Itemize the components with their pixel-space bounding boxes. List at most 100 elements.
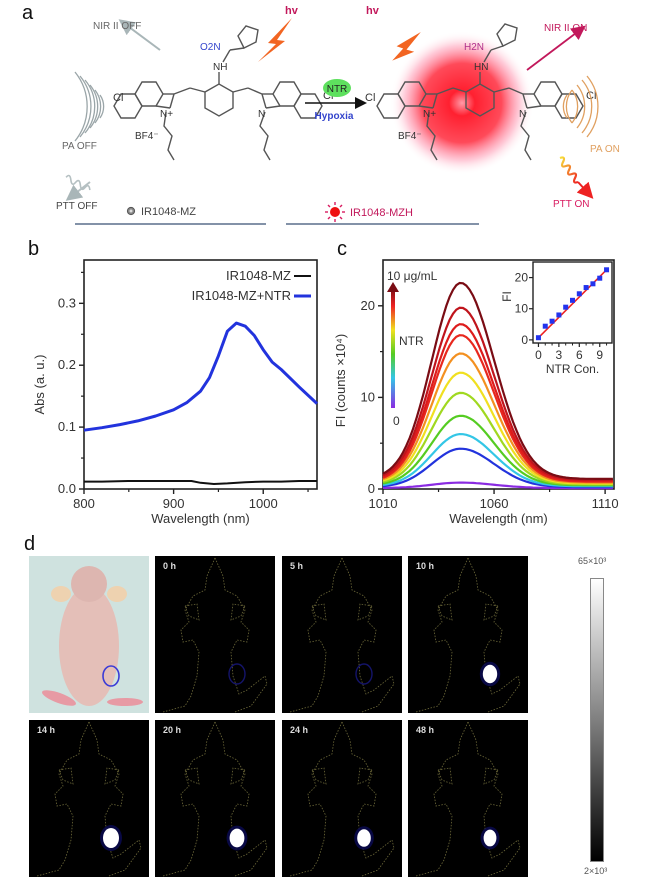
- nitro-group-label: O2N: [200, 42, 221, 53]
- fluorescence-image: 0 h: [155, 556, 275, 713]
- nir-on-arrow: [526, 25, 586, 71]
- on-state-sun-icon: [325, 202, 345, 222]
- ntr-pill: [323, 79, 351, 97]
- inset-data-point: [583, 285, 589, 291]
- y-axis-label: Abs (a. u.): [32, 355, 47, 415]
- mouse-outline: [162, 557, 268, 713]
- ntr-max-label: 10 μg/mL: [387, 269, 438, 283]
- inset-data-point: [563, 304, 569, 310]
- inset-data-point: [542, 323, 548, 329]
- inset-y-tick-label: 10: [515, 302, 529, 316]
- inset-data-point: [604, 267, 610, 273]
- inset-data-point: [597, 275, 603, 281]
- pa-on-label: PA ON: [590, 144, 620, 155]
- inset-data-point: [576, 291, 582, 297]
- fluorescence-glow: [390, 31, 534, 175]
- ptt-on-wave: [559, 156, 579, 184]
- y-tick-label: 10: [361, 389, 375, 404]
- y-tick-label: 0: [368, 481, 375, 496]
- ptt-off-wave: [65, 174, 91, 191]
- mouse-outline: [36, 721, 142, 877]
- inset-x-tick-label: 6: [576, 348, 583, 362]
- x-axis-label: Wavelength (nm): [449, 511, 548, 526]
- tumor-signal: [103, 828, 119, 848]
- mouse-outline: [289, 557, 395, 713]
- inset-data-point: [590, 281, 596, 287]
- y-tick-label: 0.0: [58, 481, 76, 496]
- counterion-label: BF4⁻: [398, 131, 422, 142]
- inset-x-tick-label: 0: [535, 348, 542, 362]
- colorbar-min-label: 2×10³: [584, 866, 608, 876]
- inset-y-tick-label: 20: [515, 271, 529, 285]
- spectrum-line: [382, 281, 613, 480]
- x-tick-label: 1000: [249, 496, 278, 511]
- molecule-ir1048-mz: [113, 25, 323, 161]
- nir-off-label: NIR II OFF: [93, 21, 141, 32]
- time-label: 24 h: [290, 725, 309, 735]
- condition-label: Hypoxia: [315, 111, 354, 122]
- series-line-ir1048-mz: [84, 480, 317, 485]
- time-label: 20 h: [163, 725, 182, 735]
- mouse-photo: [29, 556, 149, 713]
- compound-label-left: IR1048-MZ: [141, 206, 196, 218]
- legend-label: IR1048-MZ: [226, 268, 291, 283]
- panel-label-d: d: [24, 533, 36, 555]
- absorbance-chart: 800 900 1000 0.0 0.1 0.2 0.3 Wavelength (nm) Abs…: [32, 259, 319, 526]
- hn-label: HN: [474, 62, 488, 73]
- inset-fit-line: [537, 269, 608, 339]
- fluorescence-image: 48 h: [408, 720, 528, 877]
- x-tick-label: 800: [73, 496, 95, 511]
- panel-label-a: a: [22, 2, 34, 24]
- n-plus-label: N+: [160, 109, 173, 120]
- tumor-region: [228, 663, 246, 685]
- colorbar-max-label: 65×10³: [578, 556, 607, 566]
- chlorine-label-right: Cl: [586, 90, 596, 102]
- mouse-photo-drawing: [41, 566, 143, 706]
- inset-data-point: [549, 318, 555, 324]
- nir-on-label: NIR II ON: [544, 23, 587, 34]
- inset-x-tick-label: 3: [556, 348, 563, 362]
- inset-x-tick-label: 9: [596, 348, 603, 362]
- fluorescence-image: 5 h: [282, 556, 402, 713]
- ntr-min-label: 0: [393, 414, 400, 428]
- inset-y-axis-label: FI: [500, 291, 514, 302]
- x-tick-label: 1110: [592, 496, 619, 511]
- ptt-on-arrow: [576, 181, 594, 199]
- n-label: N: [258, 109, 265, 120]
- amino-group-label: H2N: [464, 42, 484, 53]
- y-axis-label: FI (counts ×10⁴): [333, 334, 348, 427]
- mouse-outline: [415, 557, 521, 713]
- enzyme-label: NTR: [327, 84, 348, 95]
- counterion-label: BF4⁻: [135, 131, 159, 142]
- x-axis-label: Wavelength (nm): [151, 511, 250, 526]
- pa-off-label: PA OFF: [62, 141, 97, 152]
- off-state-dot-center: [129, 209, 133, 213]
- fluorescence-image: 24 h: [282, 720, 402, 877]
- ntr-gradient-arrow: [391, 288, 395, 408]
- time-label: 14 h: [37, 725, 56, 735]
- intensity-colorbar: [590, 578, 604, 862]
- inset-data-point: [535, 335, 541, 341]
- inset-data-point: [570, 297, 575, 303]
- mouse-outline: [415, 721, 521, 877]
- ptt-off-label: PTT OFF: [56, 201, 97, 212]
- tumor-region: [355, 663, 373, 685]
- fluorescence-image: 10 h: [408, 556, 528, 713]
- nh-label: NH: [213, 62, 227, 73]
- fluorescence-image: 20 h: [155, 720, 275, 877]
- time-label: 5 h: [290, 561, 304, 571]
- chlorine-label-right: Cl: [323, 90, 333, 102]
- ntr-arrowhead-icon: [387, 282, 399, 292]
- time-label: 0 h: [163, 561, 177, 571]
- nir-off-arrow: [118, 19, 161, 51]
- y-tick-label: 0.2: [58, 357, 76, 372]
- light-bolt-icon: [258, 18, 292, 62]
- tumor-signal: [482, 664, 498, 684]
- x-tick-label: 1010: [369, 496, 398, 511]
- ptt-off-arrow: [65, 181, 91, 201]
- hv-label-right: hv: [366, 5, 380, 17]
- legend-label: IR1048-MZ+NTR: [192, 288, 291, 303]
- pa-off-waves-icon: [74, 71, 105, 142]
- inset-data-point: [556, 312, 562, 318]
